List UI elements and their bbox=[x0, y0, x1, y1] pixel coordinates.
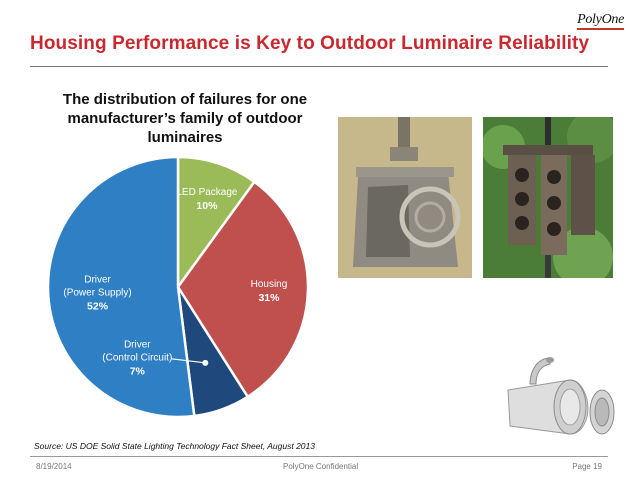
leader-dot-driver-control-circuit bbox=[202, 359, 209, 366]
slide-title: Housing Performance is Key to Outdoor Lu… bbox=[30, 33, 590, 54]
footer-page: Page 19 bbox=[572, 462, 602, 471]
footer-date: 8/19/2014 bbox=[36, 462, 72, 471]
footer-confidential: PolyOne Confidential bbox=[283, 462, 359, 471]
chart-source: Source: US DOE Solid State Lighting Tech… bbox=[34, 441, 315, 451]
polyone-logo: PolyOne bbox=[577, 12, 624, 30]
leader-line-driver-control-circuit bbox=[171, 358, 206, 364]
logo-text: PolyOne bbox=[577, 12, 624, 27]
traffic-signal-photo bbox=[483, 117, 613, 278]
chart-title: The distribution of failures for one man… bbox=[62, 91, 308, 146]
pie-slice-driver-power-supply bbox=[46, 155, 196, 419]
pie-label-driver-power-supply: Driver (Power Supply) 52% bbox=[63, 275, 131, 313]
pie-slice-housing bbox=[176, 180, 310, 399]
logo-underline bbox=[577, 28, 624, 30]
pie-label-housing: Housing 31% bbox=[251, 279, 288, 304]
pie-slice-led-package bbox=[176, 155, 257, 291]
pie-label-driver-control-circuit: Driver (Control Circuit) 7% bbox=[102, 339, 172, 377]
title-divider bbox=[30, 66, 608, 67]
lantern-photo bbox=[338, 117, 472, 278]
pie-label-led-package: LED Package 10% bbox=[176, 187, 238, 212]
fixture-photo bbox=[500, 350, 620, 442]
footer-divider bbox=[30, 456, 608, 457]
